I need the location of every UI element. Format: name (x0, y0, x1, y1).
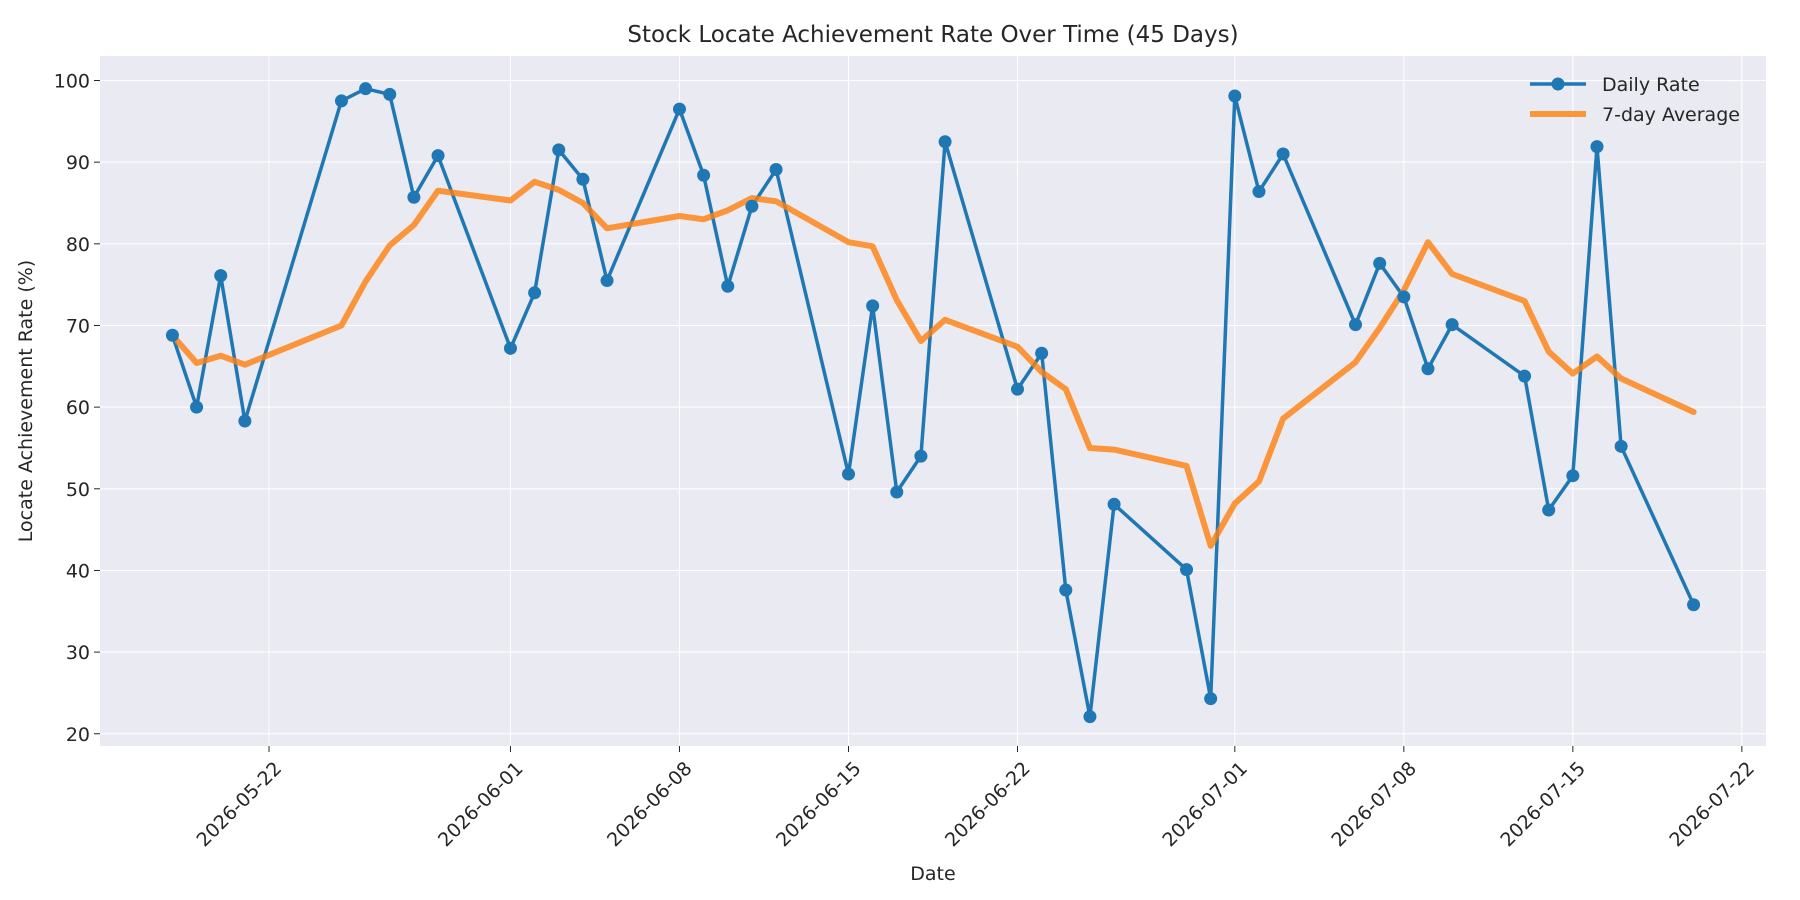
data-point-daily-rate (1566, 469, 1580, 483)
data-point-daily-rate (866, 299, 880, 313)
data-point-daily-rate (1421, 362, 1435, 376)
data-point-daily-rate (190, 400, 204, 414)
legend-label-daily-rate: Daily Rate (1602, 74, 1700, 96)
y-tick-label: 30 (66, 642, 90, 664)
data-point-daily-rate (1083, 710, 1097, 724)
y-tick-label: 100 (54, 70, 90, 92)
data-point-daily-rate (503, 341, 517, 355)
chart-title: Stock Locate Achievement Rate Over Time … (627, 22, 1238, 48)
data-point-daily-rate (1011, 382, 1025, 396)
y-tick-label: 80 (66, 234, 90, 256)
data-point-daily-rate (1397, 290, 1411, 304)
data-point-daily-rate (383, 87, 397, 101)
data-point-daily-rate (576, 172, 590, 186)
data-point-daily-rate (1590, 140, 1604, 154)
y-axis-label: Locate Achievement Rate (%) (15, 260, 37, 542)
data-point-daily-rate (407, 190, 421, 204)
data-point-daily-rate (1276, 147, 1290, 161)
data-point-daily-rate (672, 102, 686, 116)
data-point-daily-rate (697, 168, 711, 182)
grid (100, 56, 1766, 746)
data-point-daily-rate (1542, 503, 1556, 517)
data-point-daily-rate (1204, 692, 1218, 706)
data-point-daily-rate (600, 274, 614, 288)
series-line-7-day-average (169, 178, 1697, 549)
y-tick-label: 60 (66, 397, 90, 419)
data-point-daily-rate (1373, 256, 1387, 270)
data-point-daily-rate (745, 199, 759, 213)
data-point-daily-rate (1614, 439, 1628, 453)
data-point-daily-rate (165, 328, 179, 342)
data-point-daily-rate (938, 135, 952, 149)
data-point-daily-rate (334, 94, 348, 108)
data-point-daily-rate (1349, 318, 1363, 332)
data-point-daily-rate (890, 485, 904, 499)
data-point-daily-rate (214, 269, 228, 283)
data-point-daily-rate (914, 449, 928, 463)
y-tick-label: 90 (66, 152, 90, 174)
data-point-daily-rate (238, 414, 252, 428)
y-tick-label: 40 (66, 560, 90, 582)
data-point-daily-rate (1180, 563, 1194, 577)
y-axis-ticks: 20 30 40 50 60 70 80 90 100 (54, 70, 100, 746)
data-point-daily-rate (1252, 185, 1266, 199)
data-point-daily-rate (431, 149, 445, 163)
data-point-daily-rate (1059, 583, 1073, 597)
y-tick-label: 50 (66, 479, 90, 501)
x-axis-label: Date (910, 863, 955, 885)
data-point-daily-rate (528, 286, 542, 300)
y-tick-label: 20 (66, 724, 90, 746)
data-point-daily-rate (359, 82, 373, 96)
legend: Daily Rate 7-day Average (1530, 74, 1740, 126)
plot-area (100, 56, 1766, 746)
data-point-daily-rate (1445, 318, 1459, 332)
data-point-daily-rate (1518, 369, 1532, 383)
y-tick-label: 70 (66, 315, 90, 337)
legend-label-7-day-average: 7-day Average (1602, 104, 1740, 126)
data-point-daily-rate (841, 467, 855, 481)
series-layer (165, 82, 1701, 724)
data-point-daily-rate (721, 279, 735, 293)
data-point-daily-rate (1687, 598, 1701, 612)
legend-marker-daily-rate (1551, 77, 1565, 91)
data-point-daily-rate (1107, 497, 1121, 511)
data-point-daily-rate (769, 163, 783, 177)
data-point-daily-rate (552, 143, 566, 157)
data-point-daily-rate (1035, 346, 1049, 360)
data-point-daily-rate (1228, 89, 1242, 103)
